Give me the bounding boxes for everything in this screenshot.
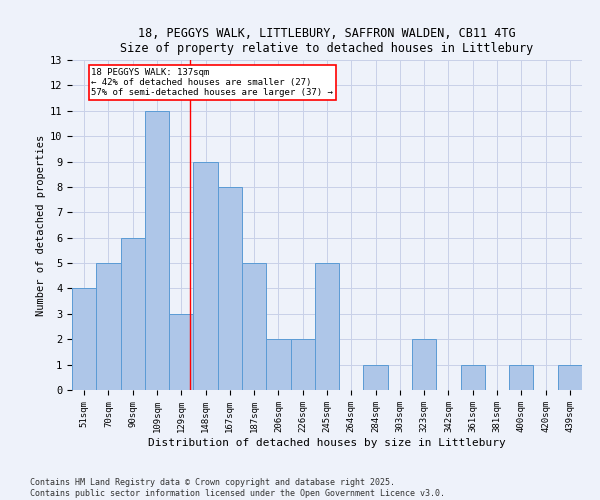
- Bar: [412, 339, 436, 390]
- Bar: [169, 314, 193, 390]
- Bar: [266, 339, 290, 390]
- Text: Contains HM Land Registry data © Crown copyright and database right 2025.
Contai: Contains HM Land Registry data © Crown c…: [30, 478, 445, 498]
- Text: 18 PEGGYS WALK: 137sqm
← 42% of detached houses are smaller (27)
57% of semi-det: 18 PEGGYS WALK: 137sqm ← 42% of detached…: [91, 68, 334, 98]
- Bar: [558, 364, 582, 390]
- Bar: [193, 162, 218, 390]
- Bar: [72, 288, 96, 390]
- Bar: [461, 364, 485, 390]
- X-axis label: Distribution of detached houses by size in Littlebury: Distribution of detached houses by size …: [148, 438, 506, 448]
- Bar: [96, 263, 121, 390]
- Bar: [315, 263, 339, 390]
- Title: 18, PEGGYS WALK, LITTLEBURY, SAFFRON WALDEN, CB11 4TG
Size of property relative : 18, PEGGYS WALK, LITTLEBURY, SAFFRON WAL…: [121, 26, 533, 54]
- Bar: [364, 364, 388, 390]
- Bar: [290, 339, 315, 390]
- Bar: [145, 111, 169, 390]
- Bar: [218, 187, 242, 390]
- Bar: [121, 238, 145, 390]
- Y-axis label: Number of detached properties: Number of detached properties: [35, 134, 46, 316]
- Bar: [509, 364, 533, 390]
- Bar: [242, 263, 266, 390]
